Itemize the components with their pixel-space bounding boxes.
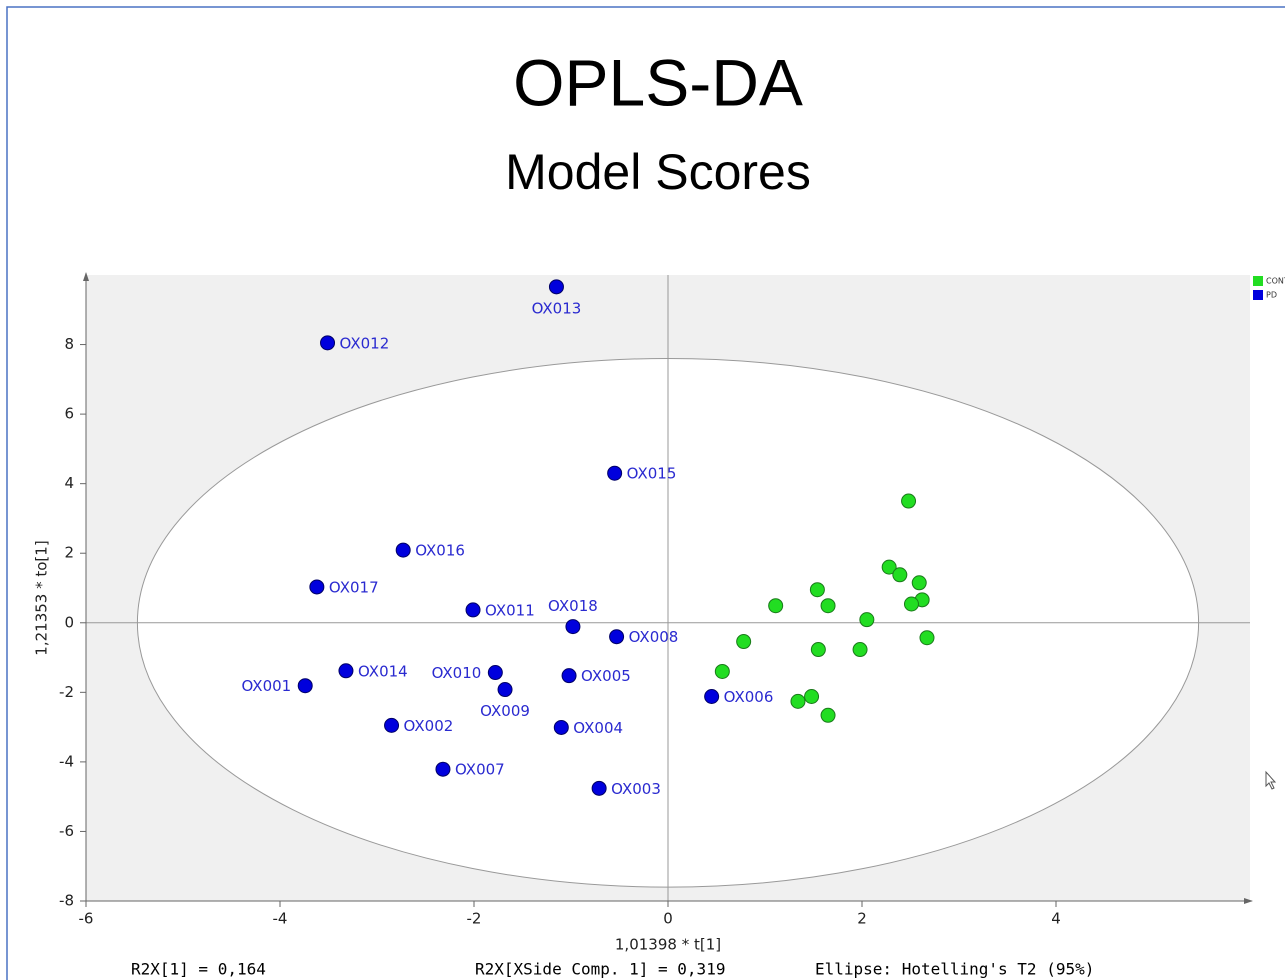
point bbox=[395, 542, 411, 558]
x-tick-label: 4 bbox=[1051, 910, 1061, 928]
point-label: OX002 bbox=[404, 717, 454, 735]
point bbox=[465, 602, 481, 618]
point-label: OX008 bbox=[629, 628, 679, 646]
x-tick-label: 2 bbox=[857, 910, 867, 928]
point bbox=[820, 598, 836, 614]
point bbox=[609, 629, 625, 645]
point bbox=[804, 689, 820, 705]
x-axis-label: 1,01398 * t[1] bbox=[615, 936, 721, 954]
point-label: OX016 bbox=[415, 542, 465, 560]
y-tick-label: -8 bbox=[59, 892, 74, 910]
point bbox=[384, 717, 400, 733]
x-tick-label: -4 bbox=[273, 910, 288, 928]
point bbox=[820, 707, 836, 723]
point-label: OX004 bbox=[573, 719, 623, 737]
point bbox=[565, 619, 581, 635]
legend-label: PD bbox=[1266, 291, 1277, 300]
point-label: OX011 bbox=[485, 601, 535, 619]
y-tick-label: 8 bbox=[64, 335, 74, 353]
point bbox=[892, 567, 908, 583]
point bbox=[852, 642, 868, 658]
point bbox=[768, 598, 784, 614]
point bbox=[435, 761, 451, 777]
cursor bbox=[1265, 770, 1277, 790]
point bbox=[548, 279, 564, 295]
point bbox=[809, 582, 825, 598]
point-label: OX015 bbox=[627, 465, 677, 483]
point bbox=[704, 689, 720, 705]
point bbox=[810, 642, 826, 658]
annotation: Ellipse: Hotelling's T2 (95%) bbox=[815, 960, 1094, 979]
point bbox=[901, 493, 917, 509]
point bbox=[487, 665, 503, 681]
x-tick-label: -6 bbox=[79, 910, 94, 928]
point bbox=[297, 678, 313, 694]
point-label: OX014 bbox=[358, 662, 408, 680]
y-tick-label: 0 bbox=[64, 613, 74, 631]
point-label: OX010 bbox=[432, 664, 482, 682]
chart-title: OPLS-DA bbox=[513, 45, 803, 119]
point bbox=[497, 682, 513, 698]
point bbox=[911, 575, 927, 591]
point bbox=[591, 780, 607, 796]
point bbox=[309, 579, 325, 595]
point bbox=[881, 559, 897, 575]
chart-subtitle: Model Scores bbox=[505, 144, 811, 200]
point-label: OX001 bbox=[241, 677, 291, 695]
point bbox=[320, 335, 336, 351]
x-tick-label: -2 bbox=[467, 910, 482, 928]
point bbox=[790, 693, 806, 709]
y-tick-label: 4 bbox=[64, 474, 74, 492]
point bbox=[561, 668, 577, 684]
y-tick-label: -6 bbox=[59, 822, 74, 840]
y-tick-label: -4 bbox=[59, 752, 74, 770]
axis-arrow bbox=[83, 272, 89, 281]
point-label: OX007 bbox=[455, 761, 505, 779]
point bbox=[338, 663, 354, 679]
point bbox=[859, 612, 875, 628]
point-label: OX003 bbox=[611, 780, 661, 798]
point bbox=[607, 465, 623, 481]
x-tick-label: 0 bbox=[663, 910, 673, 928]
legend-label: CONT bbox=[1266, 277, 1285, 286]
legend-swatch bbox=[1253, 276, 1263, 286]
point bbox=[919, 630, 935, 646]
point-label: OX017 bbox=[329, 578, 379, 596]
annotation: R2X[XSide Comp. 1] = 0,319 bbox=[475, 960, 725, 979]
annotation: R2X[1] = 0,164 bbox=[131, 960, 266, 979]
point bbox=[736, 634, 752, 650]
legend-swatch bbox=[1253, 290, 1263, 300]
axis-arrow bbox=[1244, 898, 1253, 904]
point-label: OX006 bbox=[724, 688, 774, 706]
y-tick-label: -2 bbox=[59, 683, 74, 701]
point-label: OX009 bbox=[480, 702, 530, 720]
y-tick-label: 6 bbox=[64, 405, 74, 423]
point-label: OX018 bbox=[548, 597, 598, 615]
point bbox=[553, 719, 569, 735]
point-label: OX012 bbox=[340, 334, 390, 352]
point bbox=[714, 663, 730, 679]
y-axis-label: 1,21353 * to[1] bbox=[33, 540, 51, 655]
point-label: OX013 bbox=[532, 299, 582, 317]
point-label: OX005 bbox=[581, 667, 631, 685]
y-tick-label: 2 bbox=[64, 544, 74, 562]
point bbox=[903, 596, 919, 612]
